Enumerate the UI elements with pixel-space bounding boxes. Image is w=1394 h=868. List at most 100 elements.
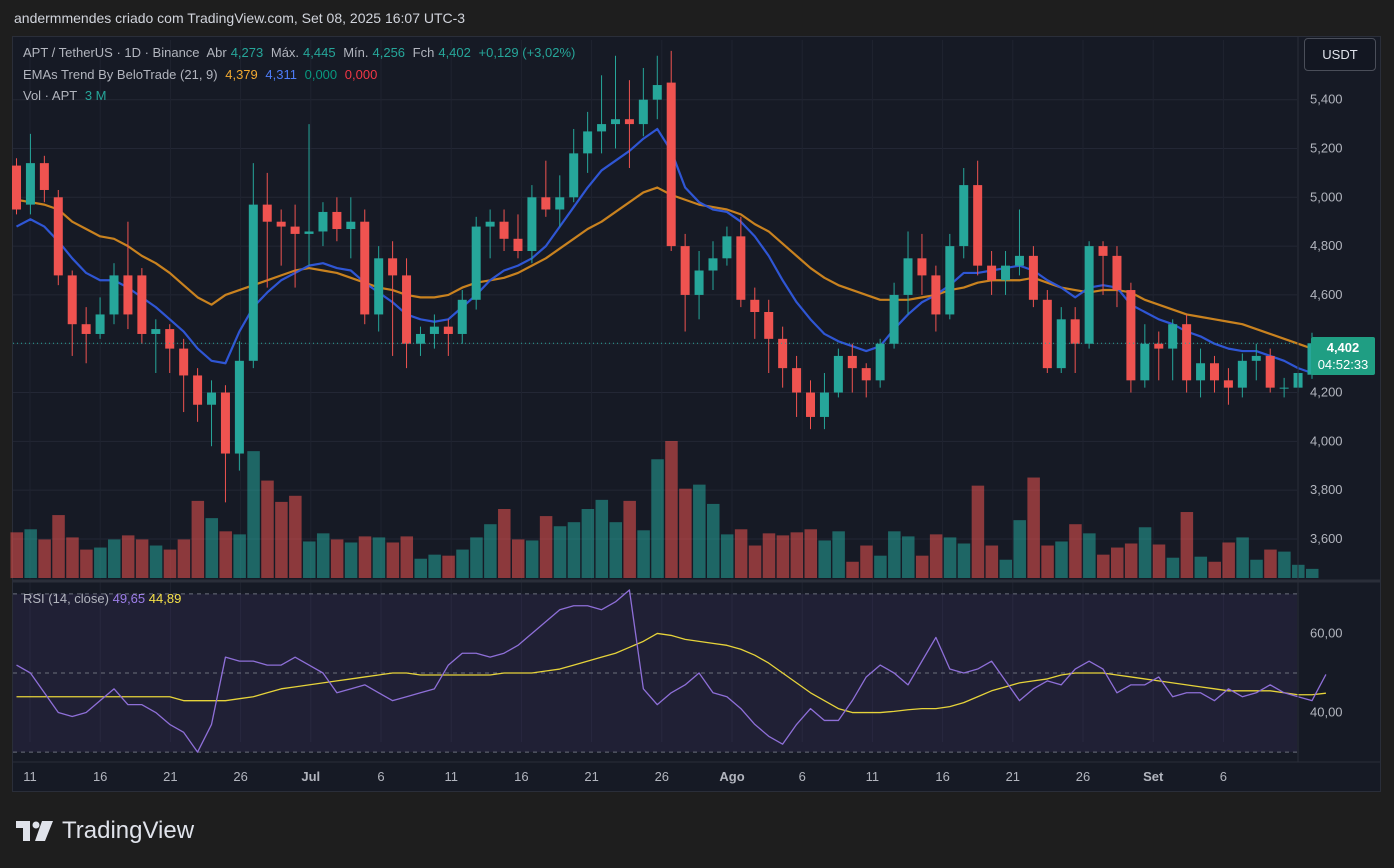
candle-body	[53, 197, 63, 276]
volume-bar	[902, 536, 915, 578]
candle-body	[151, 329, 161, 334]
volume-bar	[456, 549, 469, 578]
price-tick-label: 4,000	[1310, 433, 1343, 448]
volume-bar	[414, 558, 427, 578]
candle-body	[917, 258, 927, 276]
candle-body	[1014, 255, 1024, 266]
ema-indicator-name[interactable]: EMAs Trend By BeloTrade (21, 9)	[23, 67, 218, 82]
volume-bar	[860, 545, 873, 578]
ema-legend[interactable]: EMAs Trend By BeloTrade (21, 9) 4,379 4,…	[23, 67, 381, 82]
volume-bar	[205, 518, 219, 578]
volume-bar	[985, 545, 999, 578]
volume-bar	[1124, 543, 1138, 578]
candle-body	[220, 392, 230, 454]
volume-bar	[971, 485, 985, 578]
rsi-label[interactable]: RSI (14, close)	[23, 591, 109, 606]
candle-body	[193, 375, 203, 405]
candle-body	[1237, 360, 1247, 388]
candle-body	[541, 197, 551, 210]
volume-bar	[1194, 556, 1208, 578]
candle-body	[485, 221, 495, 227]
volume-bar	[24, 529, 37, 578]
volume-bar	[1041, 545, 1054, 578]
volume-legend[interactable]: Vol · APT 3 M	[23, 88, 111, 103]
volume-bar	[1264, 549, 1277, 578]
volume-bar	[1097, 554, 1110, 578]
volume-label[interactable]: Vol · APT	[23, 88, 78, 103]
candle-body	[346, 221, 356, 230]
candle-body	[1154, 343, 1164, 349]
volume-bar	[247, 451, 260, 578]
time-tick-label: 26	[655, 769, 669, 784]
volume-bar	[10, 532, 23, 578]
candle-body	[165, 329, 175, 349]
candle-body	[569, 153, 579, 198]
volume-bar	[163, 549, 177, 578]
rsi-tick-label: 40,00	[1310, 705, 1343, 720]
candle-body	[610, 119, 620, 125]
candle-body	[179, 348, 189, 376]
candle-body	[513, 238, 523, 251]
symbol-legend[interactable]: APT / TetherUS · 1D · Binance Abr 4,273 M…	[23, 45, 579, 60]
time-tick-label: Set	[1143, 769, 1164, 784]
candle-body	[360, 221, 370, 315]
candle-body	[1084, 246, 1094, 344]
volume-bar	[275, 501, 288, 578]
time-tick-label: 26	[233, 769, 247, 784]
time-tick-label: 11	[23, 769, 37, 784]
volume-bar	[1180, 512, 1194, 578]
volume-value: 3 M	[84, 88, 107, 103]
time-tick-label: 21	[163, 769, 177, 784]
time-tick-label: 26	[1076, 769, 1090, 784]
symbol-title[interactable]: APT / TetherUS · 1D · Binance	[23, 45, 200, 60]
volume-bar	[1250, 559, 1263, 578]
tradingview-logo-icon	[16, 821, 53, 841]
candle-body	[25, 163, 35, 205]
time-tick-label: 6	[377, 769, 384, 784]
candle-body	[778, 338, 788, 369]
ema-value-3: 0,000	[304, 67, 338, 82]
candle-body	[833, 355, 843, 393]
candle-body	[1209, 363, 1219, 381]
volume-bar	[135, 539, 149, 578]
rsi-legend[interactable]: RSI (14, close) 49,65 44,89	[23, 591, 181, 606]
time-tick-label: 21	[584, 769, 598, 784]
volume-bar	[832, 531, 845, 578]
candle-body	[415, 333, 425, 344]
candle-body	[527, 197, 537, 251]
candle-body	[81, 324, 91, 334]
volume-bar	[609, 522, 622, 578]
candle-body	[67, 275, 77, 325]
tradingview-logo[interactable]: TradingView	[16, 816, 194, 846]
candle-body	[109, 275, 119, 315]
candle-body	[736, 236, 746, 300]
volume-bar	[581, 508, 595, 578]
candle-body	[694, 270, 704, 295]
volume-bar	[1069, 524, 1082, 578]
volume-bar	[428, 554, 441, 578]
volume-bar	[804, 529, 818, 578]
candle-body	[402, 275, 412, 344]
candle-body	[750, 299, 760, 312]
volume-bar	[358, 536, 372, 578]
candle-body	[583, 131, 593, 154]
volume-bar	[372, 537, 386, 578]
candle-body	[276, 221, 286, 227]
time-tick-label: Jul	[301, 769, 320, 784]
candle-body	[443, 326, 453, 334]
candle-body	[1098, 246, 1108, 256]
candle-body	[39, 163, 49, 190]
volume-bar	[734, 529, 748, 578]
candle-body	[207, 392, 217, 405]
high-value: 4,445	[303, 45, 336, 60]
volume-bar	[219, 531, 232, 578]
candle-body	[318, 211, 328, 232]
price-tick-label: 4,800	[1310, 238, 1343, 253]
candle-body	[680, 246, 690, 295]
candle-body	[1028, 255, 1038, 300]
candle-body	[708, 258, 718, 271]
volume-bar	[595, 499, 609, 578]
candle-body	[123, 275, 133, 315]
currency-button[interactable]: USDT	[1304, 38, 1376, 71]
